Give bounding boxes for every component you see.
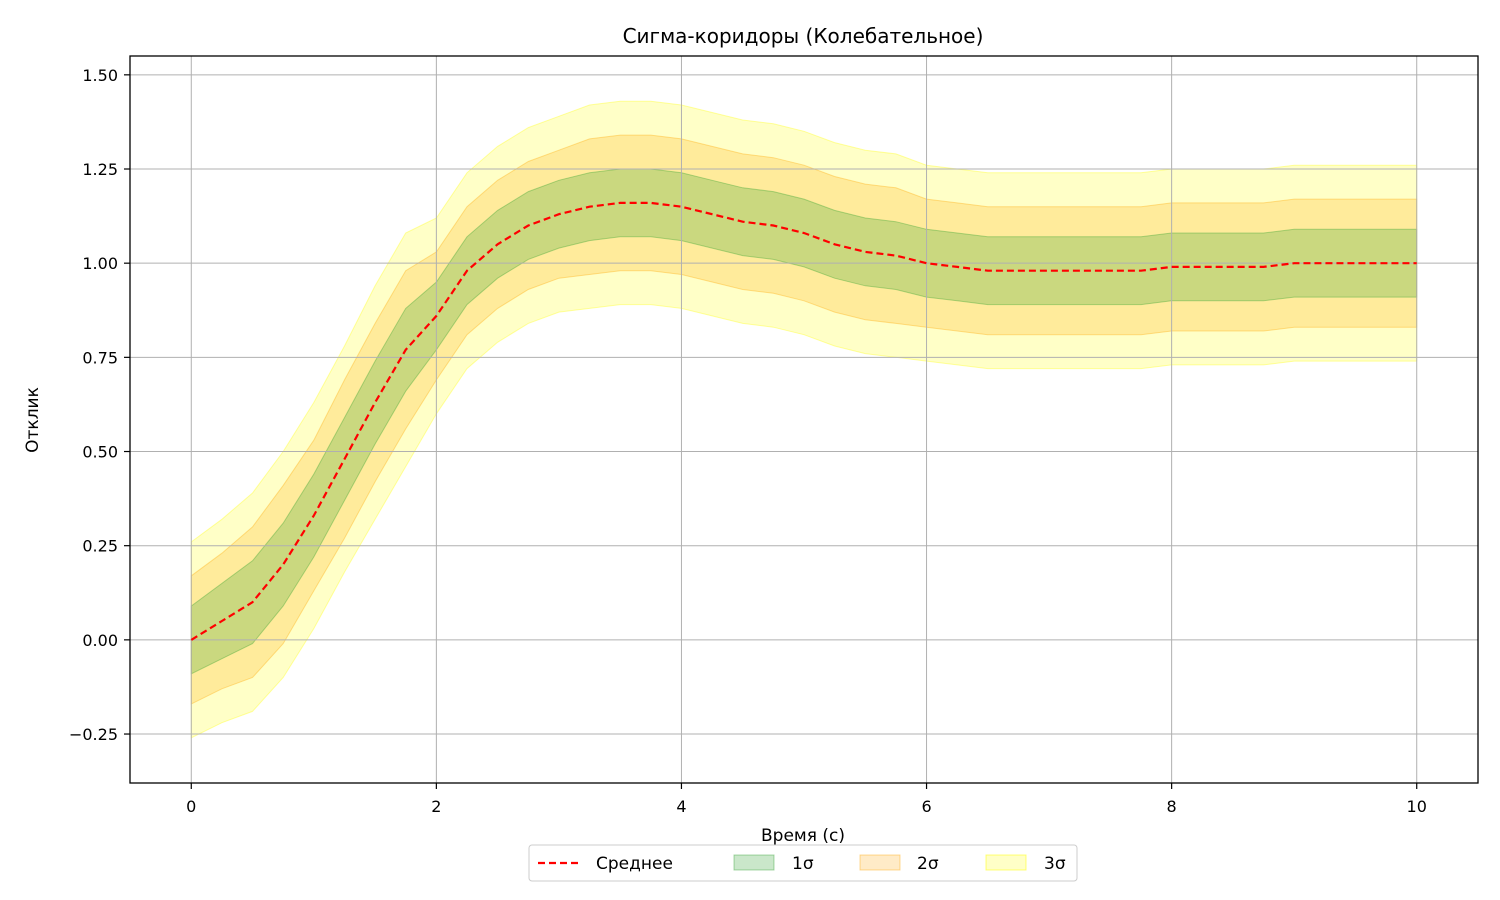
x-tick-label: 0 [186, 797, 196, 816]
legend-mean-label: Среднее [596, 854, 673, 874]
legend: Среднее 1σ 2σ 3σ [528, 844, 1078, 882]
x-tick-label: 10 [1407, 797, 1427, 816]
legend-2sigma-label: 2σ [917, 854, 939, 874]
y-tick-label: 0.00 [82, 631, 118, 650]
mean-line [190, 201, 1417, 641]
legend-1sigma-label: 1σ [792, 854, 814, 874]
mean-layer [190, 201, 1417, 641]
y-tick-label: −0.25 [69, 725, 118, 744]
ticks-layer: 0 2 4 6 8 10 −0.25 0.00 0.25 0.50 0.75 1.00 1.25 1.50 [69, 66, 1427, 816]
legend-3sigma-swatch [985, 854, 1027, 871]
y-tick-label: 0.25 [82, 537, 118, 556]
legend-2sigma-swatch [859, 854, 901, 871]
y-tick-label: 0.75 [82, 348, 118, 367]
y-tick-label: 1.25 [82, 160, 118, 179]
y-tick-label: 1.00 [82, 254, 118, 273]
plot-frame [129, 55, 1479, 784]
legend-frame [528, 844, 1078, 882]
x-axis-label: Время (с) [761, 826, 845, 846]
legend-3sigma-label: 3σ [1044, 854, 1066, 874]
y-tick-label: 1.50 [82, 66, 118, 85]
chart-title: Сигма-коридоры (Колебательное) [623, 24, 984, 48]
x-tick-label: 2 [431, 797, 441, 816]
legend-1sigma-swatch [733, 854, 775, 871]
x-tick-label: 4 [676, 797, 686, 816]
x-tick-label: 8 [1167, 797, 1177, 816]
y-tick-label: 0.50 [82, 443, 118, 462]
y-axis-label: Отклик [23, 387, 43, 453]
grid-layer [130, 56, 1478, 783]
x-tick-label: 6 [921, 797, 931, 816]
